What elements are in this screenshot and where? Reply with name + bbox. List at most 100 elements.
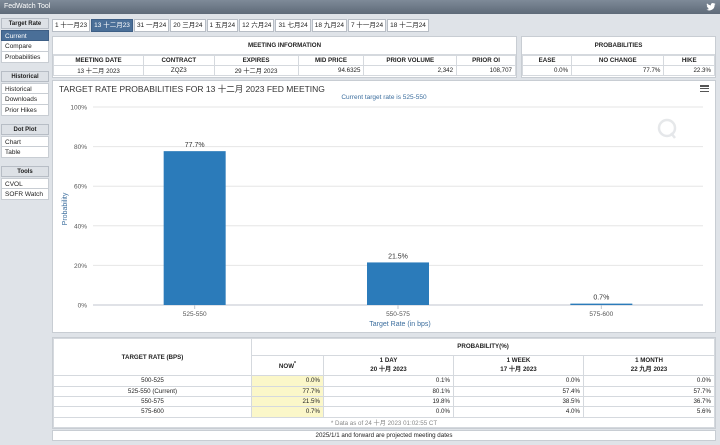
now-cell: 21.5% bbox=[251, 395, 324, 408]
meeting-tab[interactable]: 1 五月24 bbox=[206, 19, 239, 32]
y-tick-label: 40% bbox=[74, 223, 87, 230]
rate-cell: 575-600 bbox=[53, 406, 252, 418]
sidebar-item-prior-hikes[interactable]: Prior Hikes bbox=[1, 105, 49, 116]
now-cell: 0.7% bbox=[251, 406, 324, 418]
month-date: 22 九月 2023 bbox=[630, 366, 668, 374]
probabilities-heading: PROBABILITIES bbox=[522, 37, 715, 55]
bar-value-label: 77.7% bbox=[185, 142, 205, 149]
sidebar-section-target-rate: Target Rate bbox=[1, 18, 49, 29]
probability-table: TARGET RATE (BPS) PROBABILITY(%) NOW* 1 … bbox=[53, 337, 715, 429]
col-header: MID PRICE bbox=[297, 55, 365, 66]
probability-table-panel: TARGET RATE (BPS) PROBABILITY(%) NOW* 1 … bbox=[52, 337, 716, 429]
day-date: 20 十月 2023 bbox=[370, 366, 407, 374]
sidebar-section-historical: Historical bbox=[1, 71, 49, 82]
day-cell: 0.1% bbox=[323, 375, 454, 387]
x-axis-label: Target Rate (in bps) bbox=[369, 321, 430, 328]
mid-price: 94.6325 bbox=[297, 65, 365, 76]
month-cell: 36.7% bbox=[583, 395, 715, 408]
bar-chart: 0% 20% 40% 60% 80% 100% 77.7% 525-550 21.5% 550-5… bbox=[62, 105, 703, 328]
y-tick-label: 20% bbox=[74, 263, 87, 270]
col-header: CONTRACT bbox=[143, 55, 215, 66]
hike-value: 22.3% bbox=[663, 65, 715, 76]
sidebar-item-table[interactable]: Table bbox=[1, 147, 49, 158]
projected-dates-note: 2025/1/1 and forward are projected meeti… bbox=[52, 430, 716, 441]
week-cell: 4.0% bbox=[453, 406, 584, 418]
meeting-tab[interactable]: 20 三月24 bbox=[170, 19, 206, 32]
meeting-tab[interactable]: 12 六月24 bbox=[239, 19, 275, 32]
day-header: 1 DAY 20 十月 2023 bbox=[323, 354, 454, 377]
day-cell: 19.8% bbox=[323, 395, 454, 408]
month-header: 1 MONTH 22 九月 2023 bbox=[583, 354, 715, 377]
no-change-value: 77.7% bbox=[571, 65, 665, 76]
bar-value-label: 0.7% bbox=[593, 295, 609, 302]
bar[interactable] bbox=[570, 303, 633, 305]
window-title: FedWatch Tool bbox=[4, 3, 51, 10]
day-cell: 0.0% bbox=[323, 406, 454, 418]
data-timestamp-note: * Data as of 24 十月 2023 01:02:55 CT bbox=[53, 416, 715, 429]
sidebar: Target Rate Current Compare Probabilitie… bbox=[0, 16, 50, 436]
chart-subtitle: Current target rate is 525-550 bbox=[341, 94, 427, 101]
hamburger-menu-icon[interactable] bbox=[700, 85, 709, 93]
week-label: 1 WEEK bbox=[506, 357, 531, 365]
q-watermark-icon bbox=[657, 118, 677, 139]
month-cell: 0.0% bbox=[583, 375, 715, 387]
sidebar-item-probabilities[interactable]: Probabilities bbox=[1, 52, 49, 63]
meeting-tab[interactable]: 18 十二月24 bbox=[387, 19, 429, 32]
meeting-information-panel: MEETING INFORMATION MEETING DATE CONTRAC… bbox=[52, 36, 517, 78]
col-header: PRIOR VOLUME bbox=[363, 55, 458, 66]
rate-cell: 500-525 bbox=[53, 375, 252, 387]
y-tick-label: 100% bbox=[70, 105, 87, 112]
ease-value: 0.0% bbox=[521, 65, 573, 76]
col-header: MEETING DATE bbox=[52, 55, 145, 66]
sidebar-item-chart[interactable]: Chart bbox=[1, 136, 49, 147]
y-axis-label: Probability bbox=[62, 192, 69, 225]
meeting-tab[interactable]: 18 九月24 bbox=[311, 19, 347, 32]
chart-title: TARGET RATE PROBABILITIES FOR 13 十二月 202… bbox=[59, 84, 325, 94]
prior-oi: 108,707 bbox=[456, 65, 516, 76]
day-cell: 80.1% bbox=[323, 385, 454, 397]
meeting-tab[interactable]: 7 十一月24 bbox=[348, 19, 387, 32]
rate-cell: 550-575 bbox=[53, 395, 252, 408]
bar[interactable] bbox=[163, 151, 226, 305]
sidebar-section-tools: Tools bbox=[1, 166, 49, 177]
sidebar-item-compare[interactable]: Compare bbox=[1, 41, 49, 52]
twitter-icon[interactable] bbox=[706, 2, 716, 12]
col-header: EXPIRES bbox=[213, 55, 299, 66]
meeting-tab[interactable]: 31 七月24 bbox=[275, 19, 311, 32]
window-titlebar: FedWatch Tool bbox=[0, 0, 720, 14]
meeting-date: 13 十二月 2023 bbox=[52, 65, 145, 76]
col-header: HIKE bbox=[663, 55, 715, 66]
col-header: EASE bbox=[521, 55, 573, 66]
now-cell: 77.7% bbox=[251, 385, 324, 397]
y-tick-label: 80% bbox=[74, 144, 87, 151]
chart-panel: TARGET RATE PROBABILITIES FOR 13 十二月 202… bbox=[52, 80, 716, 333]
sidebar-item-downloads[interactable]: Downloads bbox=[1, 94, 49, 105]
now-label: NOW bbox=[278, 362, 295, 370]
sidebar-item-current[interactable]: Current bbox=[1, 30, 49, 41]
meeting-tab[interactable]: 31 一月24 bbox=[133, 19, 170, 32]
day-label: 1 DAY bbox=[379, 357, 398, 365]
table-row: 550-575 21.5% 19.8% 38.5% 36.7% bbox=[53, 395, 715, 408]
sidebar-item-sofr-watch[interactable]: SOFR Watch bbox=[1, 189, 49, 200]
meeting-tabs: 1 十一月23 13 十二月23 31 一月24 20 三月24 1 五月24 … bbox=[52, 19, 430, 32]
meeting-information-table: MEETING DATE CONTRACT EXPIRES MID PRICE … bbox=[52, 55, 516, 76]
x-tick-label: 575-600 bbox=[589, 311, 613, 318]
sidebar-item-cvol[interactable]: CVOL bbox=[1, 178, 49, 189]
col-header: NO CHANGE bbox=[571, 55, 665, 66]
now-header: NOW* bbox=[251, 354, 324, 377]
probabilities-table: EASE NO CHANGE HIKE 0.0% 77.7% 22.3% bbox=[521, 55, 715, 76]
meeting-tab[interactable]: 1 十一月23 bbox=[52, 19, 91, 32]
week-cell: 38.5% bbox=[453, 395, 584, 408]
table-row: 575-600 0.7% 0.0% 4.0% 5.6% bbox=[53, 406, 715, 418]
bar[interactable] bbox=[367, 262, 429, 305]
week-date: 17 十月 2023 bbox=[500, 366, 537, 374]
prior-volume: 2,342 bbox=[363, 65, 458, 76]
sidebar-section-dot-plot: Dot Plot bbox=[1, 124, 49, 135]
meeting-tab-active[interactable]: 13 十二月23 bbox=[91, 19, 133, 32]
sidebar-item-historical[interactable]: Historical bbox=[1, 83, 49, 94]
now-cell: 0.0% bbox=[251, 375, 324, 387]
y-tick-label: 60% bbox=[74, 184, 87, 191]
probability-group-header: PROBABILITY(%) bbox=[251, 338, 715, 356]
contract: ZQZ3 bbox=[143, 65, 215, 76]
rate-cell: 525-550 (Current) bbox=[53, 385, 252, 397]
